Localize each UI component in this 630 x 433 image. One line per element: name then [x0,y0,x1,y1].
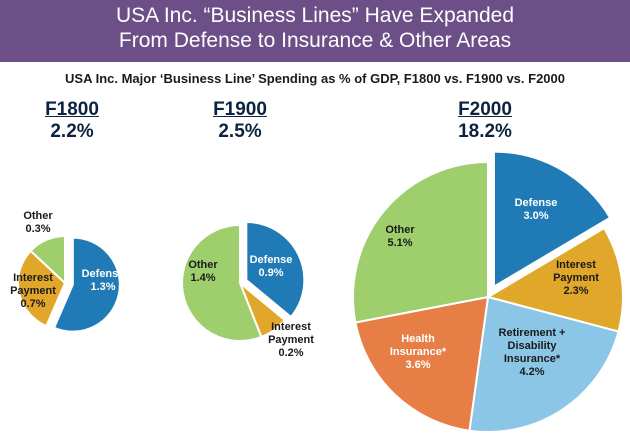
f1800-slice-defense [52,236,121,333]
f1800-year: F1800 [45,99,99,120]
f1800-total: 2.2% [50,121,94,142]
f2000-slice-retirement [468,295,620,433]
f1900-label-interest: Interest Payment 0.2% [268,321,314,359]
title-line-2: From Defense to Insurance & Other Areas [118,29,512,52]
f2000-header: F2000 18.2% [435,99,535,143]
f1900-label-defense: Defense 0.9% [250,254,293,279]
f2000-slice-defense [492,150,612,289]
f2000-label-interest: Interest Payment 2.3% [553,259,599,297]
f1800-slice-interest [17,249,67,328]
f2000-label-other: Other 5.1% [385,224,415,249]
chart-subtitle: USA Inc. Major ‘Business Line’ Spending … [65,71,565,86]
f2000-label-retirement: Retirement + Disability Insurance* 4.2% [499,327,566,378]
f2000-total: 18.2% [458,121,512,142]
f1800-label-interest: Interest Payment 0.7% [10,272,56,310]
f2000-slice-health [354,295,490,432]
title-banner: USA Inc. “Business Lines” Have Expanded … [0,0,630,62]
f1900-slice-defense [245,221,306,319]
title-line-1: USA Inc. “Business Lines” Have Expanded [115,4,515,27]
f1800-header: F1800 2.2% [22,99,122,143]
f1800-slice-other [29,234,66,286]
f1900-header: F1900 2.5% [190,99,290,143]
f2000-label-defense: Defense 3.0% [515,197,558,222]
f2000-label-health: Health Insurance* 3.6% [390,333,447,371]
f2000-year: F2000 [458,99,512,120]
f1900-total: 2.5% [218,121,262,142]
f1900-label-other: Other 1.4% [188,259,218,284]
f1800-label-defense: Defense 1.3% [82,268,125,293]
f1800-label-other: Other 0.3% [23,210,53,235]
f2000-slice-other [352,160,489,324]
f1900-slice-other [181,223,263,342]
f1900-year: F1900 [213,99,267,120]
